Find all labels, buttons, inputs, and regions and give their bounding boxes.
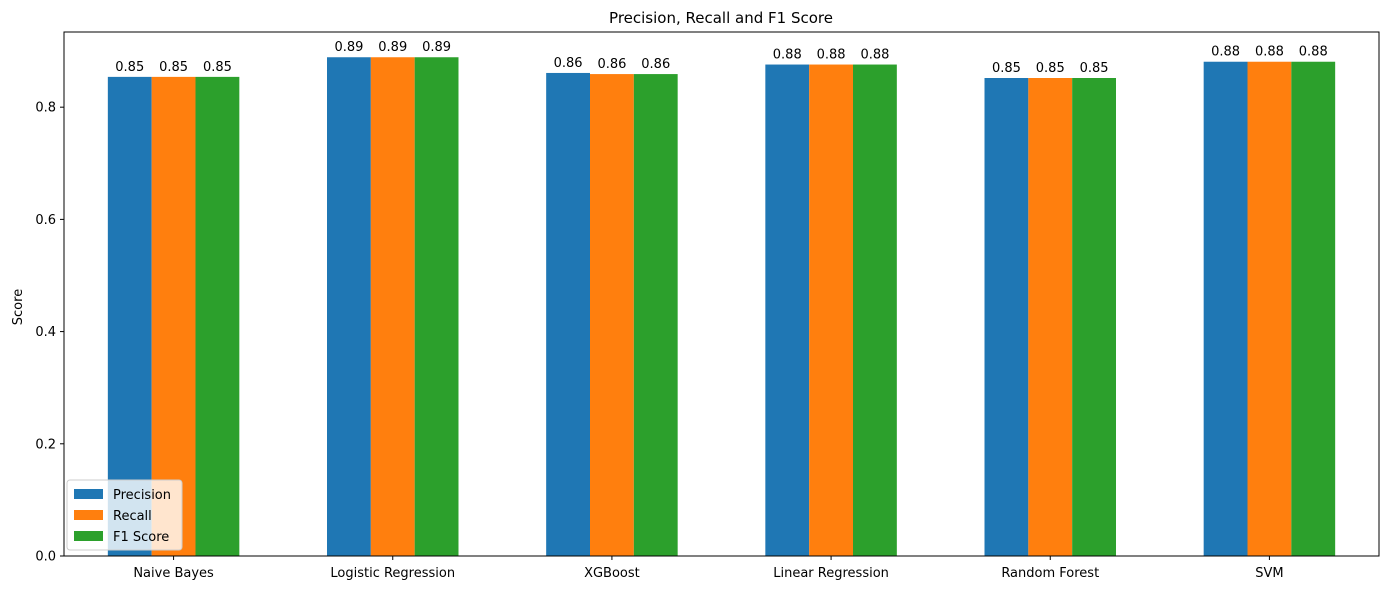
x-tick-label: SVM <box>1255 566 1283 581</box>
data-label: 0.85 <box>992 61 1021 76</box>
legend-label: Recall <box>113 509 152 524</box>
data-label: 0.85 <box>203 60 232 75</box>
bar-f1-score <box>1072 78 1116 557</box>
data-label: 0.88 <box>1299 45 1328 60</box>
data-label: 0.88 <box>860 48 889 63</box>
data-label: 0.86 <box>597 57 626 72</box>
bar-recall <box>1028 78 1073 557</box>
chart-title: Precision, Recall and F1 Score <box>609 9 833 27</box>
data-label: 0.89 <box>422 40 451 55</box>
x-tick-label: XGBoost <box>584 566 640 581</box>
x-tick-label: Linear Regression <box>773 566 889 581</box>
bar-precision <box>546 72 590 557</box>
y-tick-label: 0.4 <box>35 325 56 340</box>
data-label: 0.86 <box>554 56 583 71</box>
bar-recall <box>151 76 196 556</box>
data-label: 0.85 <box>115 60 144 75</box>
x-tick-label: Naive Bayes <box>133 566 214 581</box>
bar-f1-score <box>1291 61 1336 557</box>
legend-swatch <box>74 531 103 541</box>
bar-f1-score <box>414 57 459 557</box>
data-label: 0.85 <box>1036 61 1065 76</box>
bar-f1-score <box>195 76 240 556</box>
y-axis-label: Score <box>11 289 26 325</box>
bar-precision <box>984 78 1029 557</box>
bar-recall <box>370 57 415 557</box>
legend-swatch <box>74 510 103 520</box>
data-label: 0.89 <box>334 40 363 55</box>
axes-frame <box>63 31 1380 557</box>
x-tick-label: Logistic Regression <box>330 566 455 581</box>
y-tick-label: 0.0 <box>35 550 56 565</box>
data-label: 0.88 <box>773 48 802 63</box>
legend-label: F1 Score <box>113 530 169 545</box>
y-tick-label: 0.6 <box>35 213 56 228</box>
data-label: 0.88 <box>1255 45 1284 60</box>
y-tick-label: 0.8 <box>35 101 56 116</box>
bar-precision <box>327 57 371 557</box>
bar-precision <box>107 76 152 556</box>
y-tick-label: 0.2 <box>35 437 56 452</box>
plot-area: 0.85 0.89 0.86 0.88 0.85 0.88 0.85 0.89 0.86 0.88… <box>35 31 1380 581</box>
data-label: 0.88 <box>817 48 846 63</box>
data-label: 0.86 <box>641 57 670 72</box>
legend-label: Precision <box>113 488 171 503</box>
bar-f1-score <box>853 64 897 556</box>
bar-f1-score <box>633 74 678 556</box>
data-label: 0.89 <box>378 40 407 55</box>
bar-precision <box>765 64 810 556</box>
data-label: 0.85 <box>159 60 188 75</box>
bar-recall <box>1247 61 1292 557</box>
x-tick-label: Random Forest <box>1001 566 1099 581</box>
legend-swatch <box>74 489 103 499</box>
bar-precision <box>1203 61 1248 557</box>
data-label: 0.85 <box>1080 61 1109 76</box>
data-label: 0.88 <box>1211 45 1240 60</box>
bar-recall <box>809 64 853 556</box>
bar-recall <box>590 74 634 556</box>
